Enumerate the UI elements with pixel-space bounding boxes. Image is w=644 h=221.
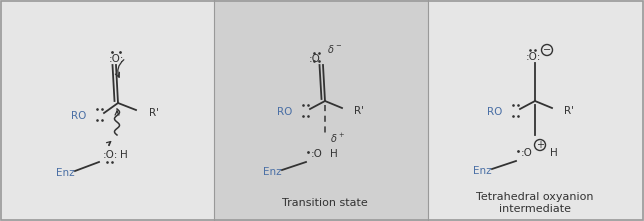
- Text: Enz: Enz: [473, 166, 491, 176]
- Text: H: H: [330, 149, 337, 159]
- Text: :O:: :O:: [102, 150, 118, 160]
- Text: RO: RO: [71, 111, 86, 121]
- Text: :O:: :O:: [526, 52, 541, 62]
- Bar: [0, 0, 214, 221]
- Text: $\delta^+$: $\delta^+$: [330, 132, 345, 145]
- Text: R': R': [354, 106, 364, 116]
- Text: H: H: [120, 150, 128, 160]
- Text: Transition state: Transition state: [282, 198, 368, 208]
- Text: :O: :O: [311, 149, 323, 159]
- Text: −: −: [543, 45, 551, 55]
- Text: Enz: Enz: [263, 167, 281, 177]
- Text: $\delta^-$: $\delta^-$: [327, 43, 342, 55]
- Bar: [428, 0, 644, 221]
- Text: :O: :O: [521, 148, 533, 158]
- Text: :O: :O: [309, 54, 321, 64]
- Text: :O:: :O:: [108, 54, 124, 64]
- Text: RO: RO: [277, 107, 292, 117]
- Text: RO: RO: [487, 107, 502, 117]
- Text: R': R': [149, 108, 159, 118]
- Text: H: H: [550, 148, 558, 158]
- Text: +: +: [536, 140, 544, 150]
- Text: Enz: Enz: [55, 168, 74, 178]
- Text: Tetrahedral oxyanion
intermediate: Tetrahedral oxyanion intermediate: [477, 192, 594, 214]
- Bar: [214, 0, 428, 221]
- Text: R': R': [564, 106, 574, 116]
